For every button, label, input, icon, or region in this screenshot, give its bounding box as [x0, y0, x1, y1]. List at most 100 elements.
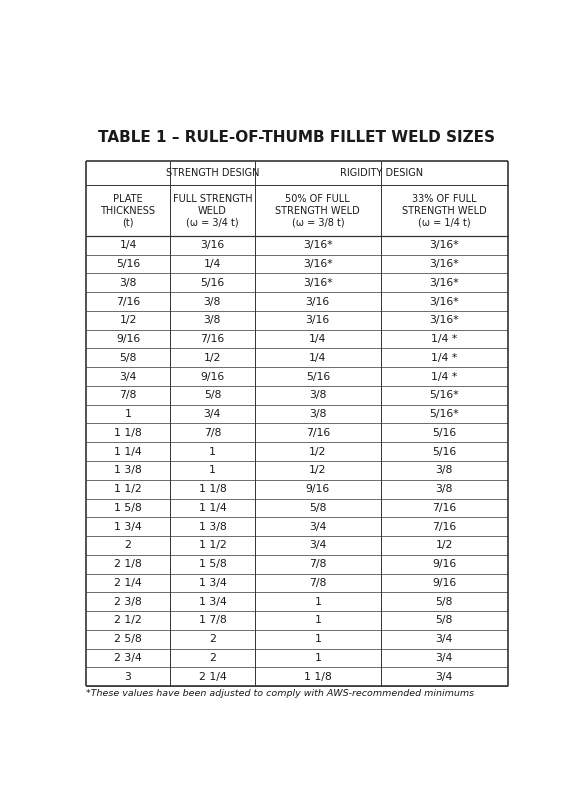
- Text: 7/16: 7/16: [116, 297, 140, 306]
- Text: 3/16*: 3/16*: [303, 259, 333, 269]
- Text: 3/4: 3/4: [309, 522, 327, 532]
- Text: 1 1/8: 1 1/8: [304, 672, 332, 682]
- Text: 1 1/4: 1 1/4: [114, 446, 142, 457]
- Text: 5/16: 5/16: [306, 371, 330, 382]
- Text: FULL STRENGTH
WELD
(ω = 3/4 t): FULL STRENGTH WELD (ω = 3/4 t): [173, 194, 252, 227]
- Text: 5/16*: 5/16*: [430, 409, 459, 419]
- Text: STRENGTH DESIGN: STRENGTH DESIGN: [166, 168, 259, 178]
- Text: 5/16*: 5/16*: [430, 390, 459, 400]
- Text: 3/8: 3/8: [435, 466, 453, 475]
- Text: 33% OF FULL
STRENGTH WELD
(ω = 1/4 t): 33% OF FULL STRENGTH WELD (ω = 1/4 t): [402, 194, 487, 227]
- Text: 1 1/8: 1 1/8: [114, 428, 142, 438]
- Text: 1/4 *: 1/4 *: [431, 334, 457, 344]
- Text: 9/16: 9/16: [433, 559, 456, 569]
- Text: 3/4: 3/4: [204, 409, 221, 419]
- Text: 3/16*: 3/16*: [430, 278, 459, 288]
- Text: 3/16: 3/16: [306, 297, 330, 306]
- Text: *These values have been adjusted to comply with AWS-recommended minimums: *These values have been adjusted to comp…: [86, 689, 474, 698]
- Text: 1/2: 1/2: [119, 315, 137, 326]
- Text: 1 1/2: 1 1/2: [114, 484, 142, 494]
- Text: 1 1/4: 1 1/4: [199, 503, 226, 513]
- Text: 1/2: 1/2: [204, 353, 221, 362]
- Text: 2 3/4: 2 3/4: [114, 653, 142, 663]
- Text: 3/16: 3/16: [200, 240, 225, 250]
- Text: 7/8: 7/8: [309, 559, 327, 569]
- Text: 7/8: 7/8: [204, 428, 221, 438]
- Text: 3/4: 3/4: [435, 634, 453, 644]
- Text: 1: 1: [314, 597, 321, 606]
- Text: 1 5/8: 1 5/8: [199, 559, 226, 569]
- Text: 5/16: 5/16: [200, 278, 225, 288]
- Text: 2: 2: [209, 634, 216, 644]
- Text: 1: 1: [314, 653, 321, 663]
- Text: 2: 2: [124, 541, 131, 550]
- Text: 3/16*: 3/16*: [303, 240, 333, 250]
- Text: 3/8: 3/8: [204, 315, 221, 326]
- Text: 1/4: 1/4: [309, 353, 327, 362]
- Text: 3/4: 3/4: [309, 541, 327, 550]
- Text: 1/4 *: 1/4 *: [431, 371, 457, 382]
- Text: 2: 2: [209, 653, 216, 663]
- Text: 9/16: 9/16: [116, 334, 140, 344]
- Text: 3/4: 3/4: [435, 653, 453, 663]
- Text: 5/8: 5/8: [435, 597, 453, 606]
- Text: 9/16: 9/16: [200, 371, 225, 382]
- Text: 1 1/8: 1 1/8: [199, 484, 226, 494]
- Text: 2 5/8: 2 5/8: [114, 634, 142, 644]
- Text: 5/16: 5/16: [116, 259, 140, 269]
- Text: 1/4: 1/4: [119, 240, 137, 250]
- Text: 3/16*: 3/16*: [303, 278, 333, 288]
- Text: 2 3/8: 2 3/8: [114, 597, 142, 606]
- Text: 3/8: 3/8: [204, 297, 221, 306]
- Text: 5/8: 5/8: [435, 615, 453, 626]
- Text: 3: 3: [124, 672, 131, 682]
- Text: 3/8: 3/8: [309, 409, 327, 419]
- Text: 1/4 *: 1/4 *: [431, 353, 457, 362]
- Text: 1 3/4: 1 3/4: [199, 597, 226, 606]
- Text: 2 1/8: 2 1/8: [114, 559, 142, 569]
- Text: 1 7/8: 1 7/8: [199, 615, 226, 626]
- Text: 2 1/4: 2 1/4: [114, 578, 142, 588]
- Text: 3/8: 3/8: [435, 484, 453, 494]
- Text: 1: 1: [124, 409, 131, 419]
- Text: TABLE 1 – RULE-OF-THUMB FILLET WELD SIZES: TABLE 1 – RULE-OF-THUMB FILLET WELD SIZE…: [98, 130, 495, 145]
- Text: 3/16: 3/16: [306, 315, 330, 326]
- Text: 1/2: 1/2: [435, 541, 453, 550]
- Text: 1/2: 1/2: [309, 466, 327, 475]
- Text: 1 3/4: 1 3/4: [114, 522, 142, 532]
- Text: 7/16: 7/16: [200, 334, 225, 344]
- Text: 1/2: 1/2: [309, 446, 327, 457]
- Text: 50% OF FULL
STRENGTH WELD
(ω = 3/8 t): 50% OF FULL STRENGTH WELD (ω = 3/8 t): [276, 194, 360, 227]
- Text: 3/16*: 3/16*: [430, 315, 459, 326]
- Text: 3/16*: 3/16*: [430, 297, 459, 306]
- Text: 1: 1: [209, 446, 216, 457]
- Text: 7/8: 7/8: [119, 390, 137, 400]
- Text: 5/8: 5/8: [204, 390, 221, 400]
- Text: 1/4: 1/4: [309, 334, 327, 344]
- Text: 3/4: 3/4: [435, 672, 453, 682]
- Text: 9/16: 9/16: [306, 484, 330, 494]
- Text: 1 3/4: 1 3/4: [199, 578, 226, 588]
- Text: 2 1/4: 2 1/4: [199, 672, 226, 682]
- Text: 5/16: 5/16: [433, 446, 456, 457]
- Text: 7/16: 7/16: [433, 522, 456, 532]
- Text: 3/8: 3/8: [309, 390, 327, 400]
- Text: 5/8: 5/8: [119, 353, 137, 362]
- Text: 1: 1: [314, 634, 321, 644]
- Text: 7/16: 7/16: [306, 428, 330, 438]
- Text: 1: 1: [209, 466, 216, 475]
- Text: 1 3/8: 1 3/8: [199, 522, 226, 532]
- Text: 2 1/2: 2 1/2: [114, 615, 142, 626]
- Text: 1: 1: [314, 615, 321, 626]
- Text: 3/16*: 3/16*: [430, 259, 459, 269]
- Text: 3/8: 3/8: [119, 278, 137, 288]
- Text: PLATE
THICKNESS
(t): PLATE THICKNESS (t): [101, 194, 156, 227]
- Text: 1 5/8: 1 5/8: [114, 503, 142, 513]
- Text: 1 1/2: 1 1/2: [199, 541, 226, 550]
- Text: 9/16: 9/16: [433, 578, 456, 588]
- Text: 5/8: 5/8: [309, 503, 327, 513]
- Text: RIGIDITY DESIGN: RIGIDITY DESIGN: [339, 168, 423, 178]
- Text: 7/16: 7/16: [433, 503, 456, 513]
- Text: 7/8: 7/8: [309, 578, 327, 588]
- Text: 1/4: 1/4: [204, 259, 221, 269]
